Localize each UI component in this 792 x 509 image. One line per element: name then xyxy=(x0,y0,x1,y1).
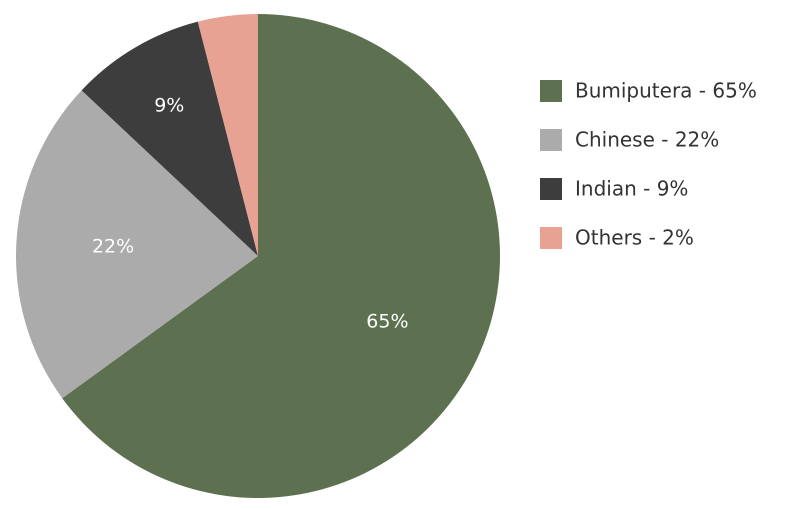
slice-labels: 65% 22% 9% xyxy=(92,95,409,333)
legend-label-bumiputera: Bumiputera - 65% xyxy=(575,79,757,103)
legend-label-indian: Indian - 9% xyxy=(575,177,688,201)
legend: Bumiputera - 65% Chinese - 22% Indian - 9%… xyxy=(540,79,757,250)
slice-label-bumiputera: 65% xyxy=(366,310,408,332)
legend-swatch-chinese xyxy=(540,129,562,151)
slice-label-chinese: 22% xyxy=(92,235,134,257)
pie-slice-chinese xyxy=(16,90,258,399)
legend-swatch-others xyxy=(540,227,562,249)
pie-slice-others xyxy=(197,13,258,256)
legend-label-chinese: Chinese - 22% xyxy=(575,128,719,152)
legend-swatch-indian xyxy=(540,178,562,200)
legend-swatch-bumiputera xyxy=(540,80,562,102)
pie-slice-bumiputera xyxy=(62,14,501,499)
slice-label-indian: 9% xyxy=(154,95,184,117)
legend-label-others: Others - 2% xyxy=(575,226,694,250)
pie-slice-indian xyxy=(81,21,258,256)
pie-slices xyxy=(16,13,501,499)
